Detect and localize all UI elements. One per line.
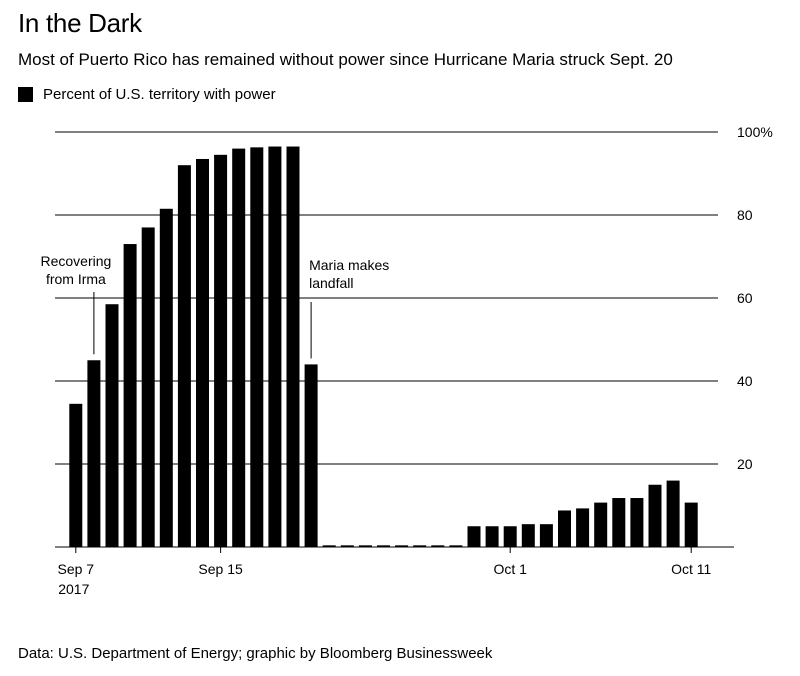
bar xyxy=(449,545,463,547)
chart-subtitle: Most of Puerto Rico has remained without… xyxy=(18,50,673,69)
bar xyxy=(268,146,282,547)
bar xyxy=(612,498,626,547)
bar xyxy=(630,498,644,547)
bar xyxy=(232,148,246,547)
y-tick-label: 20 xyxy=(737,456,753,472)
bar xyxy=(87,360,101,547)
bar xyxy=(431,545,445,547)
bar xyxy=(159,208,173,547)
source-note: Data: U.S. Department of Energy; graphic… xyxy=(18,645,493,662)
bar xyxy=(666,480,680,547)
bar xyxy=(594,502,608,547)
y-tick-label: 60 xyxy=(737,290,753,306)
bar xyxy=(250,147,264,548)
bar xyxy=(196,158,209,547)
x-tick-label: Sep 7 xyxy=(58,561,95,577)
bar xyxy=(503,526,517,547)
bar xyxy=(358,545,372,547)
annotation-label: from Irma xyxy=(46,271,106,287)
bar xyxy=(558,510,571,547)
legend: Percent of U.S. territory with power xyxy=(18,86,276,103)
legend-swatch xyxy=(18,87,33,102)
bar xyxy=(395,545,409,547)
y-tick-label: 40 xyxy=(737,373,753,389)
x-tick-label: Sep 15 xyxy=(198,561,243,577)
bar xyxy=(322,545,336,547)
bar xyxy=(105,304,119,547)
bar xyxy=(521,524,535,547)
legend-label: Percent of U.S. territory with power xyxy=(43,86,276,103)
bar xyxy=(377,545,390,547)
annotation-label: Maria makes xyxy=(309,257,389,273)
annotation-label: Recovering xyxy=(40,253,111,269)
x-tick-label: Oct 1 xyxy=(493,561,527,577)
y-tick-label: 100% xyxy=(737,124,773,140)
annotation-label: landfall xyxy=(309,275,353,291)
bar xyxy=(286,146,300,547)
bar xyxy=(123,244,137,548)
x-tick-sublabel: 2017 xyxy=(58,581,89,597)
x-tick-label: Oct 11 xyxy=(671,561,711,577)
bar xyxy=(467,526,481,547)
bar xyxy=(648,484,662,547)
bar xyxy=(684,502,698,547)
bar xyxy=(177,165,191,547)
bar xyxy=(141,227,155,547)
bar xyxy=(485,526,499,547)
bar xyxy=(539,524,553,547)
chart-title: In the Dark xyxy=(18,8,142,38)
y-tick-label: 80 xyxy=(737,207,753,223)
bar xyxy=(340,545,354,547)
bar xyxy=(214,154,228,547)
bar xyxy=(304,364,318,547)
bar xyxy=(576,508,590,547)
bar xyxy=(69,403,83,547)
bar xyxy=(413,545,427,547)
